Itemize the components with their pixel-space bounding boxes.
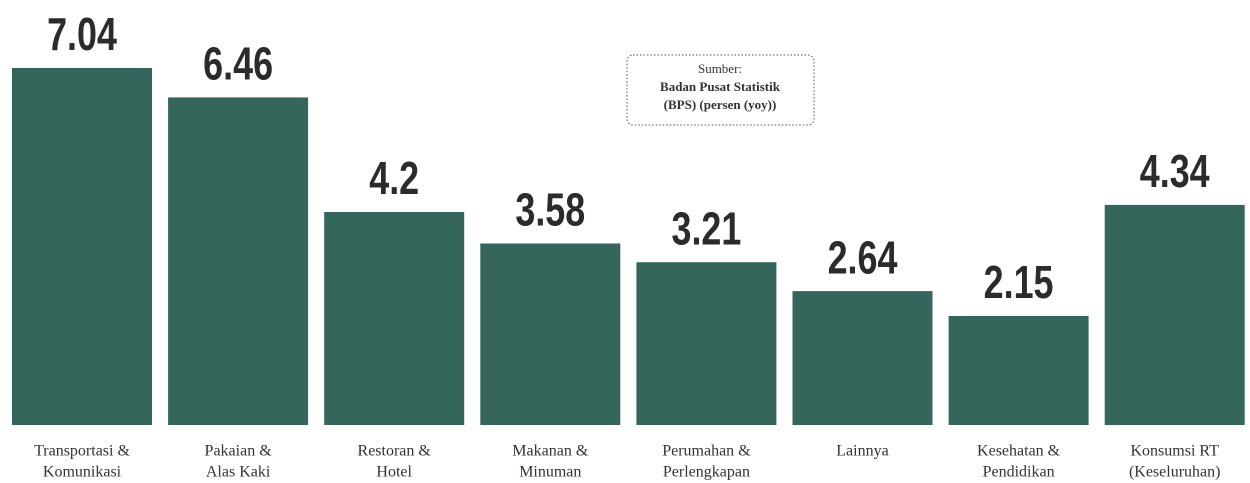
value-label: 4.34	[1140, 146, 1210, 197]
value-label: 2.64	[828, 232, 898, 283]
value-label: 4.2	[369, 153, 419, 204]
value-label: 3.21	[671, 203, 741, 254]
x-tick-label: Hotel	[376, 464, 412, 481]
bar	[12, 68, 152, 425]
value-label: 6.46	[203, 38, 273, 89]
x-tick-label: Kesehatan &	[977, 443, 1061, 460]
bar	[324, 212, 465, 425]
annotation-line: Badan Pusat Statistik	[660, 79, 781, 94]
x-tick-label: Lainnya	[836, 443, 888, 460]
x-tick-label: Transportasi &	[34, 443, 130, 460]
x-tick-label: Konsumsi RT	[1131, 443, 1220, 460]
x-tick-label: Makanan &	[512, 443, 589, 460]
bar	[636, 262, 777, 425]
x-tick-label: Komunikasi	[43, 464, 122, 481]
x-tick-label: Perlengkapan	[663, 464, 750, 481]
x-tick-label: (Keseluruhan)	[1129, 464, 1221, 481]
x-tick-label: Restoran &	[358, 443, 432, 460]
x-tick-label: Alas Kaki	[206, 464, 271, 481]
x-tick-label: Pakaian &	[205, 443, 273, 460]
annotation-line: (BPS) (persen (yoy))	[664, 97, 777, 112]
bar	[168, 97, 309, 426]
annotation-label: Sumber:	[698, 61, 742, 76]
x-tick-label: Pendidikan	[983, 464, 1055, 481]
bar	[480, 243, 621, 425]
bar	[948, 315, 1089, 425]
x-tick-label: Minuman	[519, 464, 581, 481]
bar	[792, 291, 933, 425]
value-label: 2.15	[984, 257, 1054, 308]
bar	[1104, 204, 1245, 425]
annotation-box	[626, 54, 815, 126]
x-tick-label: Perumahan &	[662, 443, 751, 460]
value-label: 7.04	[47, 9, 117, 60]
value-label: 3.58	[515, 184, 585, 235]
